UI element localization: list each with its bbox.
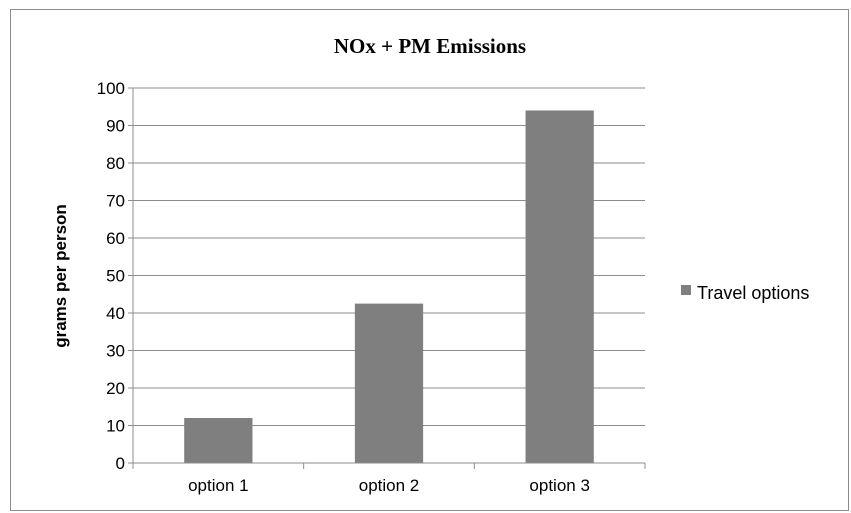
y-tick-label: 50 [106, 267, 125, 286]
legend: Travel options [681, 283, 809, 303]
chart-frame [10, 9, 849, 511]
legend-swatch [681, 285, 691, 295]
bar-option-1 [184, 418, 253, 463]
y-tick-label: 10 [106, 417, 125, 436]
y-tick-label: 40 [106, 304, 125, 323]
x-tick-labels: option 1 option 2 option 3 [188, 476, 590, 495]
y-tick-label: 20 [106, 379, 125, 398]
chart-title: NOx + PM Emissions [334, 34, 526, 58]
bar-option-2 [354, 303, 424, 463]
x-tick-label: option 1 [188, 476, 249, 495]
x-tick-label: option 2 [359, 476, 420, 495]
x-tick-label: option 3 [529, 476, 590, 495]
bars [184, 110, 594, 463]
y-tick-label: 60 [106, 229, 125, 248]
y-tick-labels: 0 10 20 30 40 50 60 70 80 90 100 [97, 79, 125, 473]
bar-option-3 [525, 110, 594, 463]
y-axis-label: grams per person [51, 204, 70, 348]
y-tick-label: 30 [106, 342, 125, 361]
legend-label: Travel options [697, 283, 809, 303]
y-tick-label: 0 [116, 454, 125, 473]
y-tick-label: 80 [106, 154, 125, 173]
axes [128, 87, 646, 469]
y-tick-label: 70 [106, 192, 125, 211]
y-tick-label: 100 [97, 79, 125, 98]
y-tick-label: 90 [106, 117, 125, 136]
